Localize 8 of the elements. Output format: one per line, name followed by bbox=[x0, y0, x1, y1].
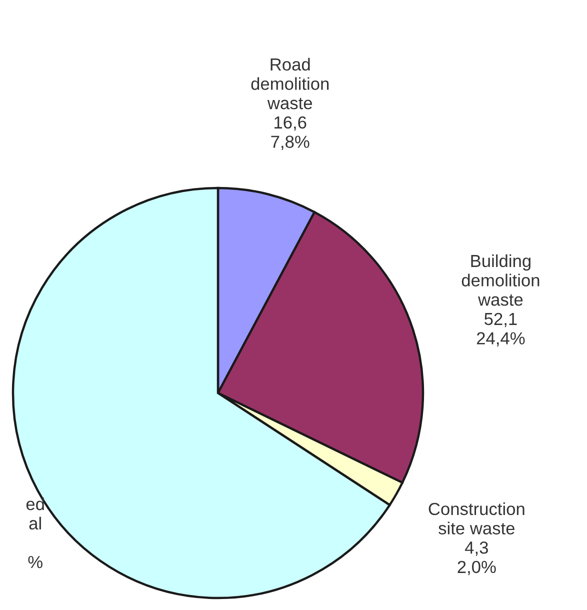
data-label: 16,6 7,8% bbox=[271, 116, 310, 150]
data-label: 4,3 2,0% bbox=[458, 541, 496, 576]
data-label: % bbox=[28, 556, 42, 568]
slice-label: ed al bbox=[26, 497, 44, 530]
data-label: 52,1 24,4% bbox=[476, 312, 525, 347]
slice-label: Building demolition waste bbox=[462, 254, 540, 306]
slice-label: Construction site waste bbox=[428, 502, 524, 534]
slice-label: Road demolition waste bbox=[251, 58, 329, 110]
